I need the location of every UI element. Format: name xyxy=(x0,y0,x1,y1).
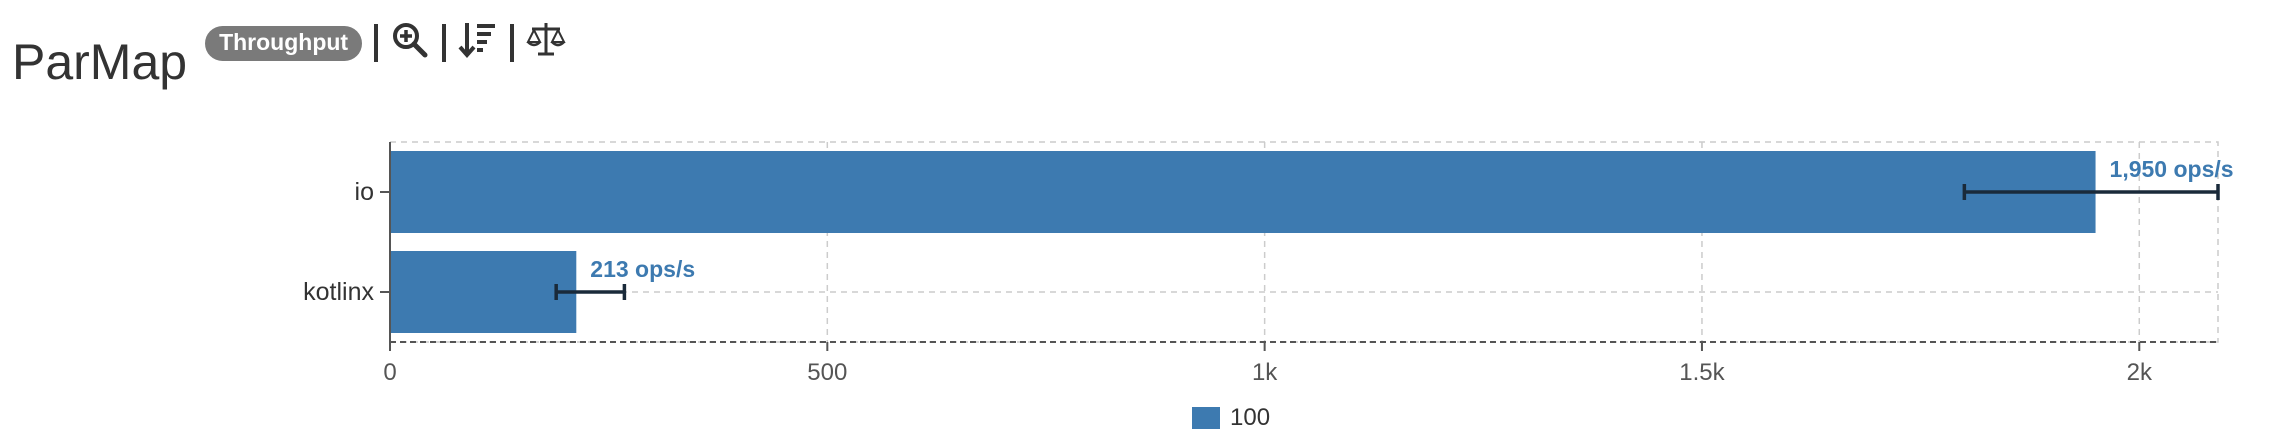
x-tick-label: 1k xyxy=(1252,359,1278,386)
bar xyxy=(390,251,577,333)
x-tick-label: 500 xyxy=(807,359,847,386)
toolbar-divider xyxy=(510,24,515,62)
data-label: 1,950 ops/s xyxy=(2110,156,2234,182)
metric-badge[interactable]: Throughput xyxy=(205,26,363,61)
toolbar-divider xyxy=(374,24,379,62)
bar-chart: 1,950 ops/s io 213 ops/s kotlinx 0 500 1k 1.5k 2… xyxy=(303,141,2234,386)
y-tick-label: io xyxy=(355,178,374,206)
compare-icon[interactable] xyxy=(526,20,566,60)
x-tick-label: 2k xyxy=(2127,359,2153,386)
x-tick-label: 0 xyxy=(383,359,396,386)
x-tick-label: 1.5k xyxy=(1679,359,1725,386)
page-title: ParMap xyxy=(12,34,188,90)
bar xyxy=(390,151,2096,233)
chart-legend[interactable]: 100 xyxy=(1192,404,1270,432)
data-label: 213 ops/s xyxy=(590,256,695,282)
legend-label: 100 xyxy=(1230,404,1271,431)
y-tick-label: kotlinx xyxy=(303,278,374,306)
legend-swatch xyxy=(1192,407,1220,429)
zoom-in-icon[interactable] xyxy=(390,20,430,60)
chart-header: ParMap Throughput xyxy=(12,20,566,90)
sort-icon[interactable] xyxy=(458,20,498,60)
toolbar-divider xyxy=(442,24,447,62)
